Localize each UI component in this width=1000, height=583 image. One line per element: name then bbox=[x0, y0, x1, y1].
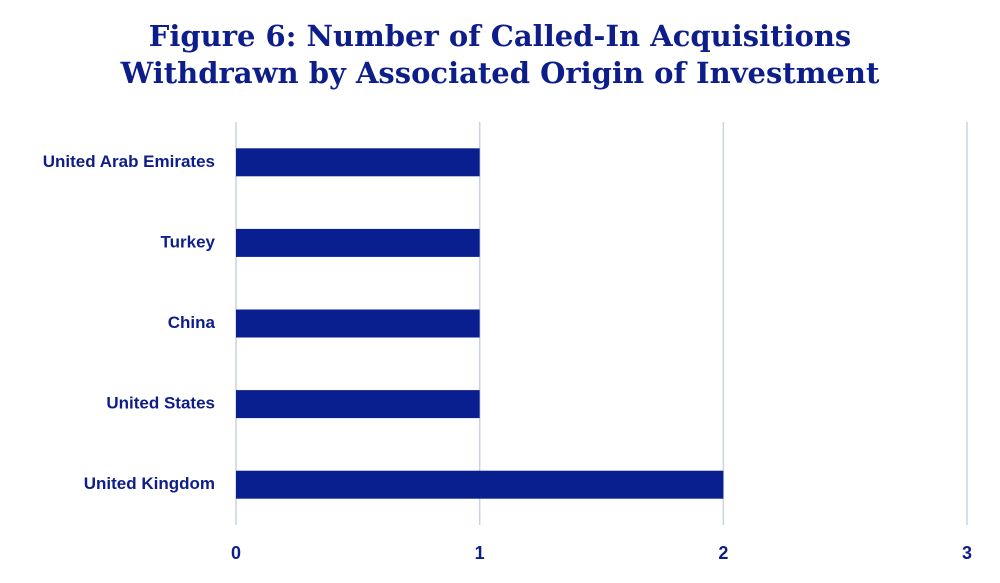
bar bbox=[236, 228, 480, 257]
x-tick-label: 3 bbox=[962, 543, 972, 563]
chart-title: Figure 6: Number of Called-In Acquisitio… bbox=[149, 19, 852, 53]
chart-title: Withdrawn by Associated Origin of Invest… bbox=[120, 56, 880, 90]
x-tick-label: 2 bbox=[718, 543, 728, 563]
y-tick-label: United States bbox=[106, 394, 215, 413]
bar bbox=[236, 390, 480, 419]
y-tick-label: United Kingdom bbox=[84, 474, 215, 493]
y-tick-label: Turkey bbox=[161, 232, 216, 251]
y-tick-label: United Arab Emirates bbox=[43, 152, 215, 171]
x-tick-label: 1 bbox=[475, 543, 485, 563]
bar bbox=[236, 470, 724, 499]
bar bbox=[236, 309, 480, 338]
y-tick-label: China bbox=[168, 313, 216, 332]
x-tick-label: 0 bbox=[231, 543, 241, 563]
bar bbox=[236, 148, 480, 177]
